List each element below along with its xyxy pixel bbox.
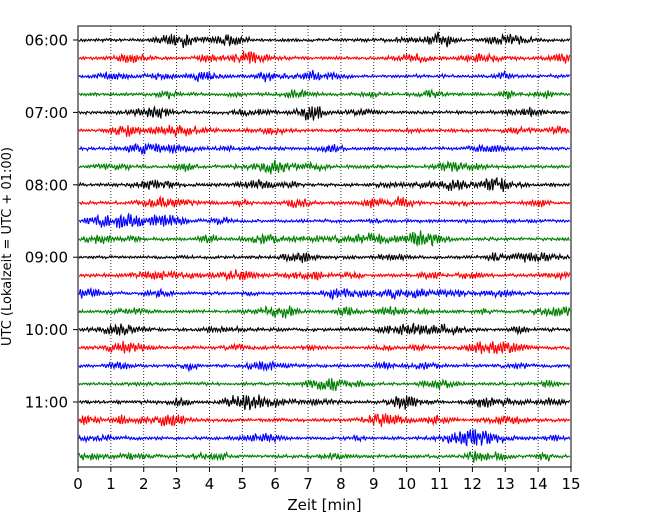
trace-9 [78, 195, 571, 209]
trace-0 [78, 31, 571, 49]
x-tick-label-6: 6 [270, 475, 280, 493]
trace-12 [78, 251, 571, 264]
x-tick-label-2: 2 [139, 475, 149, 493]
x-tick-label-11: 11 [430, 475, 449, 493]
trace-8 [78, 176, 571, 192]
trace-3 [78, 88, 571, 100]
trace-13 [78, 269, 571, 282]
trace-2 [78, 69, 571, 83]
x-axis-title: Zeit [min] [287, 496, 361, 514]
y-tick-label-3: 09:00 [25, 249, 68, 267]
trace-20 [78, 394, 571, 411]
trace-11 [78, 230, 570, 248]
trace-1 [78, 50, 571, 64]
y-tick-label-2: 08:00 [25, 176, 68, 194]
y-axis-title: UTC (Lokalzeit = UTC + 01:00) [0, 147, 15, 346]
y-tick-label-1: 07:00 [25, 104, 68, 122]
trace-5 [78, 124, 570, 137]
x-tick-label-7: 7 [303, 475, 313, 493]
x-tick-label-9: 9 [369, 475, 379, 493]
y-tick-label-5: 11:00 [25, 394, 68, 412]
trace-17 [78, 340, 571, 355]
x-tick-label-14: 14 [529, 475, 548, 493]
x-tick-label-8: 8 [336, 475, 346, 493]
trace-10 [78, 211, 571, 229]
x-tick-label-10: 10 [397, 475, 416, 493]
trace-4 [78, 105, 571, 121]
trace-23 [78, 450, 571, 463]
x-tick-label-0: 0 [73, 475, 83, 493]
x-tick-label-4: 4 [205, 475, 215, 493]
x-axis-ticks: 0 1 2 3 4 5 6 7 8 9 10 11 12 13 14 15 [73, 467, 581, 493]
trace-16 [78, 322, 571, 336]
x-tick-label-3: 3 [172, 475, 182, 493]
x-tick-label-12: 12 [463, 475, 482, 493]
trace-19 [78, 378, 570, 392]
trace-15 [78, 304, 571, 319]
trace-6 [78, 142, 571, 155]
trace-14 [78, 286, 570, 301]
seismic-traces [78, 31, 571, 463]
x-tick-label-13: 13 [496, 475, 515, 493]
x-tick-label-15: 15 [561, 475, 580, 493]
trace-18 [78, 359, 571, 373]
trace-22 [78, 429, 571, 448]
plot-frame [77, 25, 572, 468]
y-tick-label-4: 10:00 [25, 321, 68, 339]
trace-21 [78, 413, 571, 427]
y-axis-ticks: 06:00 07:00 08:00 09:00 10:00 11:00 [25, 32, 78, 412]
trace-7 [78, 159, 571, 175]
x-tick-label-1: 1 [106, 475, 116, 493]
y-tick-label-0: 06:00 [25, 32, 68, 50]
x-tick-label-5: 5 [238, 475, 248, 493]
